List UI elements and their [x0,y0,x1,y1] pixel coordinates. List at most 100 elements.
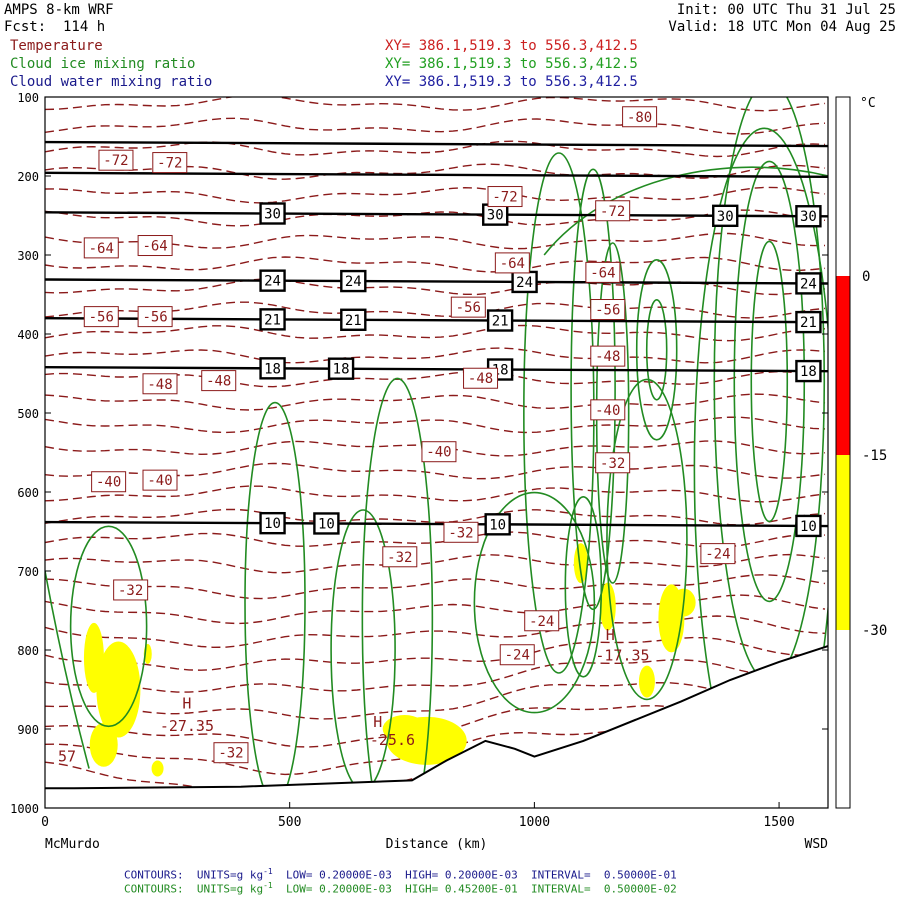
cloud-water-area [151,760,164,777]
temperature-isotherm [45,140,826,158]
temperature-label: -24 [529,614,554,630]
black-contour-label-box [712,204,739,228]
temperature-label-box [463,367,499,389]
temperature-isotherm [45,681,825,720]
black-contour-label: 24 [516,275,533,291]
cloud-water-area [83,622,104,693]
temperature-label-box [91,471,127,493]
field-xy-cloud-ice: XY= 386.1,519.3 to 556.3,412.5 [385,56,638,72]
temperature-label-box [421,441,457,463]
black-contour-label: 24 [800,276,817,292]
cloud-ice-contour [570,168,616,611]
temperature-label: -32 [600,456,625,472]
x-tick-label: 0 [41,815,49,830]
temperature-isotherm [45,324,826,342]
temperature-label: -48 [595,349,620,365]
y-tick-label: 1000 [10,802,39,816]
temperature-isotherm [45,615,826,649]
cloud-ice-contour [606,378,688,701]
field-xy-temperature: XY= 386.1,519.3 to 556.3,412.5 [385,38,638,54]
temperature-label-box [595,452,631,474]
cloud-ice-contour [244,401,306,804]
extremum-label: H [182,695,191,713]
temperature-label-box [83,306,119,328]
x-end-label: WSD [805,837,829,852]
temperature-label: -64 [142,239,167,255]
cloud-water-area [638,665,655,698]
black-contour-label: 30 [264,207,281,223]
valid-time: Valid: 18 UTC Mon 04 Aug 25 [668,19,896,35]
temperature-isotherm [45,636,826,671]
temperature-label-box [113,579,149,601]
field-xy-cloud-water: XY= 386.1,519.3 to 556.3,412.5 [385,74,638,90]
y-tick-label: 300 [17,249,39,263]
black-contour-label-box [340,269,367,293]
black-contour-label: 10 [264,516,281,532]
temperature-label-box [83,237,119,259]
field-name-temperature: Temperature [10,38,103,54]
extremum-label: H [373,713,382,731]
temperature-isotherm [45,594,826,625]
footer-water-rest: LOW= 0.20000E-03 HIGH= 0.20000E-03 INTER… [272,868,677,882]
temperature-label-box [494,252,530,274]
temperature-label-box [152,152,188,174]
temperature-label: -72 [157,156,182,172]
black-contour-label-box [340,308,367,331]
black-contour-label-box [484,513,511,536]
temperature-label-box [137,235,173,257]
black-contour-line [45,278,828,285]
forecast-hour: Fcst: 114 h [4,19,106,35]
footer-water-sup: -1 [263,867,273,876]
cloud-ice-contour [45,570,90,769]
terrain-line [45,645,828,790]
temperature-isotherm [45,531,826,548]
terrain-fill [45,646,828,808]
temperature-label: -32 [387,550,412,566]
contours-footer-water: CONTOURS: UNITS=g kg-1 LOW= 0.20000E-03 … [124,867,677,882]
plot-frame [44,96,829,809]
cloud-ice-contour [693,127,828,808]
temperature-label-box [382,546,418,568]
temperature-isotherm [45,301,826,319]
temperature-isotherm [45,659,826,693]
extremum-label: -17.35 [595,647,649,665]
black-contour-label-box [259,202,286,225]
black-contour-label: 21 [800,315,817,331]
temperature-label: -56 [595,303,620,319]
temperature-label-box [590,345,626,367]
cloud-ice-contour [361,377,434,808]
black-contour-label: 10 [318,516,335,532]
temperature-label-box [622,106,658,128]
temperature-label-box [595,200,631,222]
y-tick-label: 700 [17,565,39,579]
black-contour-label: 30 [717,209,734,225]
colorbar-segment [836,276,850,455]
temperature-label-box [499,644,535,666]
black-contour-label-box [795,205,822,228]
temperature-label: -32 [118,583,143,599]
temperature-isotherm [45,485,826,503]
black-contour-label-box [259,308,286,331]
temperature-isotherm [45,440,826,457]
colorbar-segment [836,97,850,276]
temperature-isotherm [45,416,826,434]
temperature-label-box [137,306,173,328]
colorbar-segment [836,630,850,808]
cloud-ice-contour [750,240,789,523]
temperature-label-box [590,399,626,421]
black-contour-line [45,317,828,324]
cloud-ice-contour [473,491,596,714]
y-tick-label: 100 [17,91,39,105]
temperature-label: -48 [468,371,493,387]
temperature-label-box [213,742,249,764]
black-contour-label: 18 [333,362,350,378]
temperature-label-box [524,610,560,632]
temperature-label: -72 [492,190,517,206]
field-name-cloud-ice: Cloud ice mixing ratio [10,56,196,72]
temperature-label-box [142,469,178,491]
cloud-ice-contour [645,298,668,401]
contours-footer-ice: CONTOURS: UNITS=g kg-1 LOW= 0.20000E-03 … [124,881,677,896]
black-contour-label: 10 [800,519,817,535]
temperature-label: -64 [89,241,114,257]
temperature-isotherm [45,553,826,574]
